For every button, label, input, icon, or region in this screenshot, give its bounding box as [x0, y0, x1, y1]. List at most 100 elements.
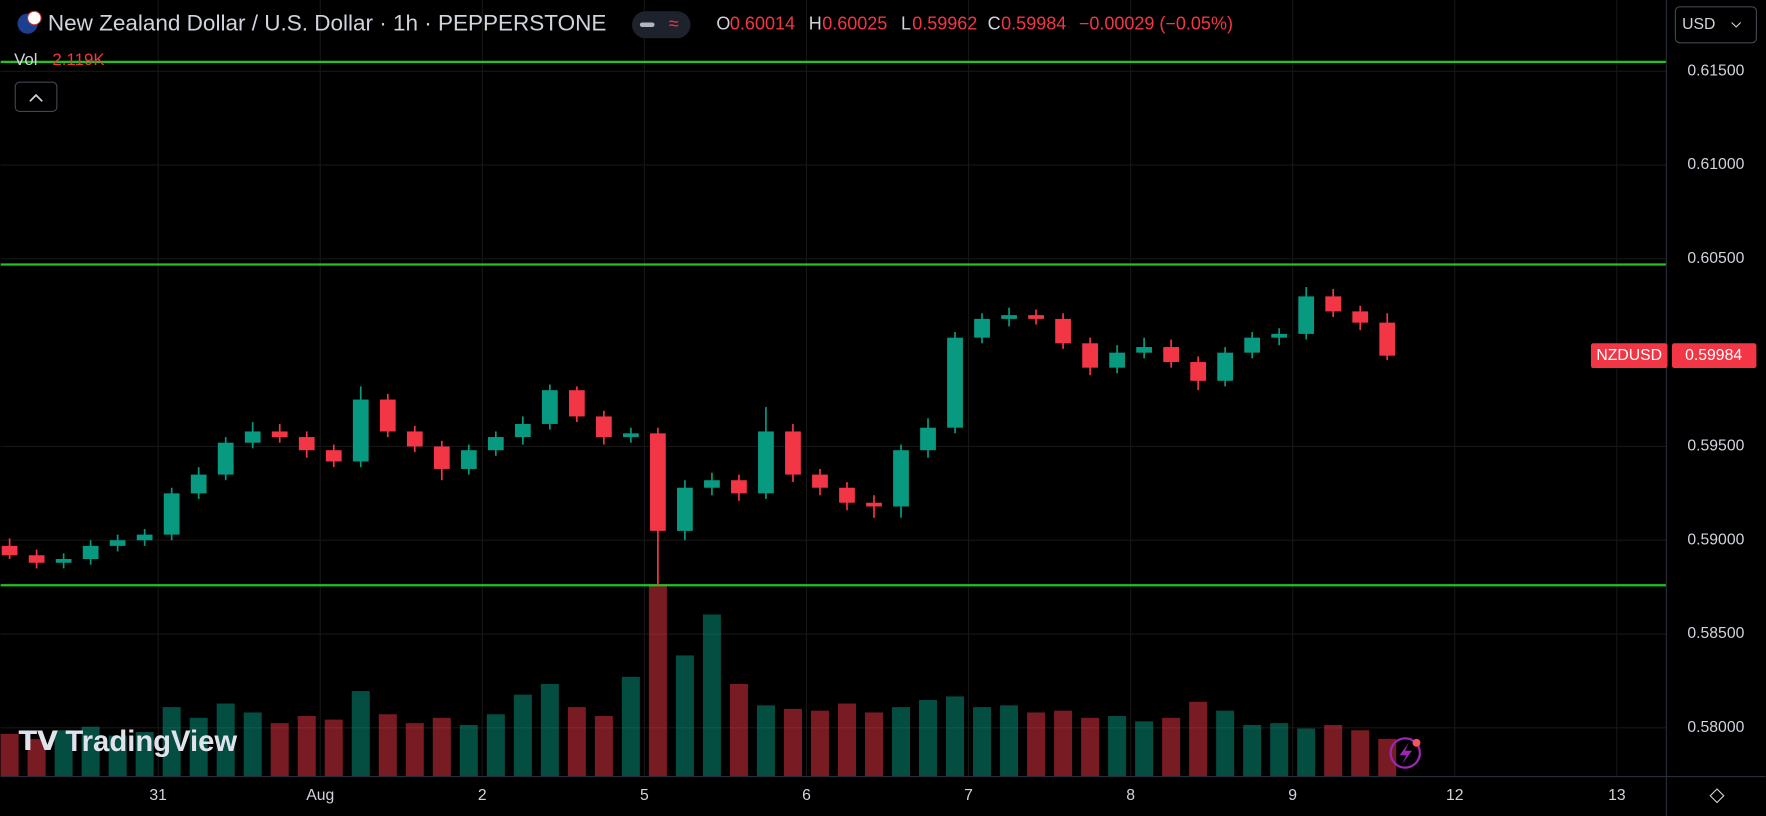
symbol-title: New Zealand Dollar / U.S. Dollar · 1h · … — [48, 11, 607, 36]
volume-bar — [513, 694, 532, 777]
candle-body — [1, 545, 18, 556]
volume-bar — [1189, 701, 1208, 777]
candle-body — [541, 390, 558, 424]
candle-body — [974, 318, 990, 338]
c-label: C — [988, 14, 1001, 34]
candle-body — [866, 502, 882, 507]
l-value: 0.59962 — [912, 14, 977, 34]
volume-bar — [729, 683, 748, 777]
x-tick-label: 9 — [1288, 787, 1297, 804]
watermark-text: TradingView — [65, 726, 237, 758]
volume-bar — [54, 730, 73, 777]
lightning-icon — [1399, 742, 1412, 765]
candle-body — [244, 431, 261, 443]
candle-body — [1379, 322, 1396, 356]
volume-bar — [1270, 723, 1289, 777]
flag-icon — [27, 10, 42, 26]
volume-bar — [1162, 717, 1181, 777]
volume-bar — [1324, 724, 1343, 777]
candle-body — [28, 555, 45, 563]
volume-bar — [810, 710, 829, 777]
volume-bar — [108, 735, 127, 777]
volume-bar — [243, 712, 262, 777]
volume-bar — [675, 655, 694, 777]
candle-body — [1028, 315, 1044, 319]
candle-body — [758, 431, 774, 494]
candle-body — [1217, 352, 1234, 381]
toggle[interactable] — [632, 11, 691, 39]
candle-body — [785, 431, 801, 475]
candle-body — [920, 427, 936, 451]
candle-body — [514, 423, 531, 438]
volume-bar — [594, 716, 613, 777]
candle-body — [595, 416, 612, 438]
volume-bar — [621, 676, 640, 777]
candle-body — [704, 480, 720, 488]
candle-body — [1163, 347, 1180, 363]
c-value: 0.59984 — [1001, 14, 1066, 34]
settings-icon[interactable] — [1709, 788, 1725, 804]
symbol-tag — [1590, 343, 1668, 369]
x-tick-label: 13 — [1608, 787, 1626, 804]
candle-body — [568, 390, 585, 417]
lightning-button[interactable] — [1389, 737, 1421, 769]
volume-bar — [270, 723, 289, 777]
watermark: 𝗧𝗩 TradingView — [19, 726, 238, 758]
volume-bar — [946, 696, 965, 777]
volume-bar — [432, 717, 451, 777]
price-tag-label: 0.59984 — [1685, 347, 1742, 364]
y-tick-label: 0.61500 — [1687, 62, 1744, 79]
candle-body — [1136, 347, 1152, 353]
candle-body — [406, 431, 423, 447]
volume-bar — [1216, 710, 1235, 777]
volume-bar — [1108, 716, 1127, 777]
candle-body — [1055, 318, 1071, 344]
volume-bar — [783, 708, 802, 777]
volume-bar — [189, 717, 208, 777]
grid — [0, 0, 1667, 777]
candle-body — [1082, 343, 1098, 368]
candle-body — [1190, 362, 1207, 381]
y-tick-label: 0.58000 — [1687, 719, 1744, 736]
volume-bar — [0, 733, 19, 777]
volume-bar — [27, 739, 46, 777]
volume-bar — [216, 703, 235, 777]
toggle-icon — [639, 22, 655, 28]
h-label: H — [809, 14, 822, 34]
candle-body — [677, 487, 693, 531]
y-tick-label: 0.59500 — [1687, 438, 1744, 455]
x-tick-label: 31 — [149, 787, 167, 804]
candle-body — [893, 450, 909, 507]
volume-bar — [1351, 730, 1370, 777]
o-value: 0.60014 — [730, 14, 795, 34]
notification-dot — [1412, 738, 1421, 747]
volume-bar — [351, 691, 370, 777]
volume-bar — [1054, 710, 1073, 777]
candle-body — [433, 446, 450, 469]
candle-body — [217, 442, 234, 475]
candle-body — [82, 545, 99, 560]
volume-bar — [135, 732, 154, 777]
volume-bar — [837, 703, 856, 777]
candle-body — [109, 540, 126, 546]
candle-body — [55, 559, 72, 563]
candle-body — [1001, 315, 1017, 319]
x-tick-label: 7 — [964, 787, 973, 804]
change: −0.00029 (−0.05%) — [1079, 14, 1233, 34]
candle-body — [1244, 337, 1261, 353]
collapse-button[interactable] — [14, 81, 58, 112]
candle-body — [271, 431, 288, 438]
volume-bar — [756, 705, 775, 777]
volume-bar — [892, 707, 911, 777]
volume-bar — [1027, 712, 1046, 777]
volume-bar — [459, 724, 478, 777]
volume-bar — [1135, 721, 1154, 777]
h-value: 0.60025 — [822, 14, 887, 34]
volume-bar — [702, 614, 721, 777]
y-tick-label: 0.60500 — [1687, 250, 1744, 267]
candle-body — [650, 433, 666, 531]
currency-button[interactable] — [1674, 6, 1757, 44]
x-tick-label: 12 — [1446, 787, 1464, 804]
